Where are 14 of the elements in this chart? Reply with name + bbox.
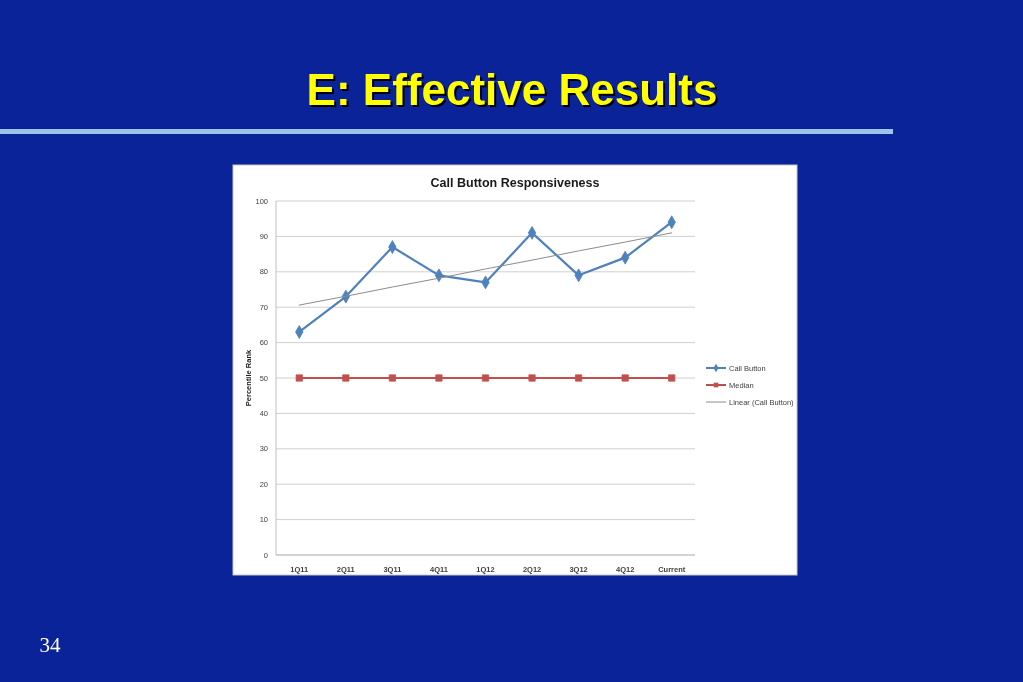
point: [342, 374, 350, 382]
point: [388, 374, 396, 382]
point: [435, 374, 443, 382]
point: [621, 374, 629, 382]
point: [528, 374, 536, 382]
chart-title: E: Effective Results: [306, 65, 718, 114]
text: 34: [39, 633, 61, 657]
line-series: [298, 232, 673, 306]
point: [527, 226, 537, 240]
point: [295, 374, 303, 382]
point: [481, 374, 490, 382]
point: [575, 374, 583, 382]
point: [668, 374, 676, 382]
chart-subtitle: Call Button Responsiveness: [430, 176, 600, 190]
